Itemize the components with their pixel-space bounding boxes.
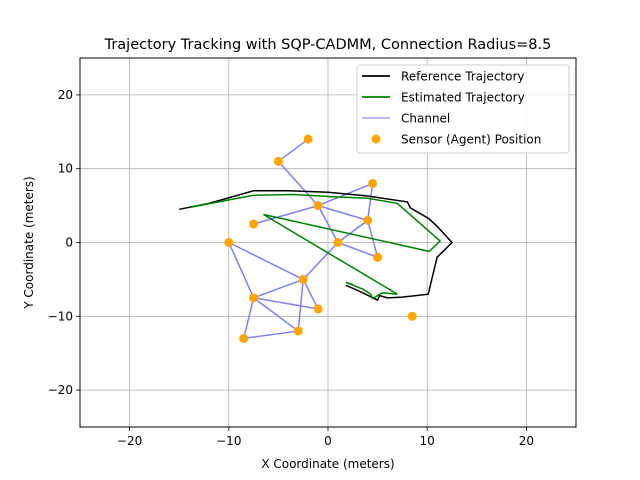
legend-label: Reference Trajectory	[401, 70, 525, 84]
sensor-marker	[407, 311, 417, 321]
channel-line	[302, 279, 319, 310]
sensor-marker	[224, 238, 234, 247]
channel-line	[253, 278, 304, 299]
sensor-markers	[224, 134, 417, 343]
sensor-marker	[313, 201, 323, 211]
sensor-marker	[368, 178, 378, 188]
y-tick-label: −10	[48, 309, 73, 323]
estimated-trajectory-line	[190, 193, 442, 300]
legend-label: Estimated Trajectory	[401, 91, 525, 105]
sensor-marker	[298, 274, 308, 284]
axis-ticks: −20 −10 0 10 20 −20 −10 0 10 20	[48, 88, 534, 448]
y-tick-label: −20	[48, 383, 73, 397]
channel-line	[337, 241, 378, 258]
legend: Reference Trajectory Estimated Trajectory…	[356, 64, 570, 154]
channel-lines	[228, 138, 379, 340]
y-tick-label: 20	[58, 88, 73, 102]
sensor-marker	[249, 219, 259, 229]
channel-line	[253, 297, 319, 310]
legend-label: Sensor (Agent) Position	[401, 133, 541, 147]
channel-line	[277, 160, 319, 207]
chart-title: Trajectory Tracking with SQP-CADMM, Conn…	[104, 37, 552, 53]
sensor-marker	[333, 238, 343, 247]
sensor-marker	[363, 215, 373, 225]
x-axis-label: X Coordinate (meters)	[261, 457, 394, 471]
channel-line	[253, 297, 299, 332]
channel-line	[317, 205, 339, 243]
sensor-marker	[313, 304, 323, 314]
legend-label: Channel	[401, 112, 450, 126]
x-tick-label: −10	[216, 434, 241, 448]
sensor-marker	[303, 134, 313, 144]
channel-line	[277, 138, 309, 162]
reference-trajectory-line	[179, 190, 454, 302]
channel-line	[243, 330, 299, 340]
y-tick-label: 0	[65, 236, 73, 250]
channel-line	[253, 204, 319, 225]
sensor-marker	[249, 293, 259, 303]
channel-line	[228, 242, 255, 299]
x-tick-label: −20	[117, 434, 142, 448]
channel-line	[302, 241, 339, 280]
channel-line	[366, 183, 374, 221]
legend-swatch-marker	[371, 134, 381, 144]
sensor-marker	[273, 156, 283, 166]
x-tick-label: 10	[420, 434, 435, 448]
sensor-marker	[373, 252, 383, 262]
legend-box	[356, 64, 570, 154]
channel-line	[317, 204, 368, 222]
sensor-marker	[239, 333, 249, 343]
sensor-marker	[293, 326, 303, 336]
x-tick-label: 20	[519, 434, 534, 448]
channel-line	[337, 219, 369, 244]
y-tick-label: 10	[58, 162, 73, 176]
channel-line	[242, 297, 255, 339]
x-tick-label: 0	[324, 434, 332, 448]
channel-line	[228, 241, 304, 281]
trajectory-lines	[179, 190, 454, 302]
y-axis-label: Y Coordinate (meters)	[22, 176, 36, 309]
